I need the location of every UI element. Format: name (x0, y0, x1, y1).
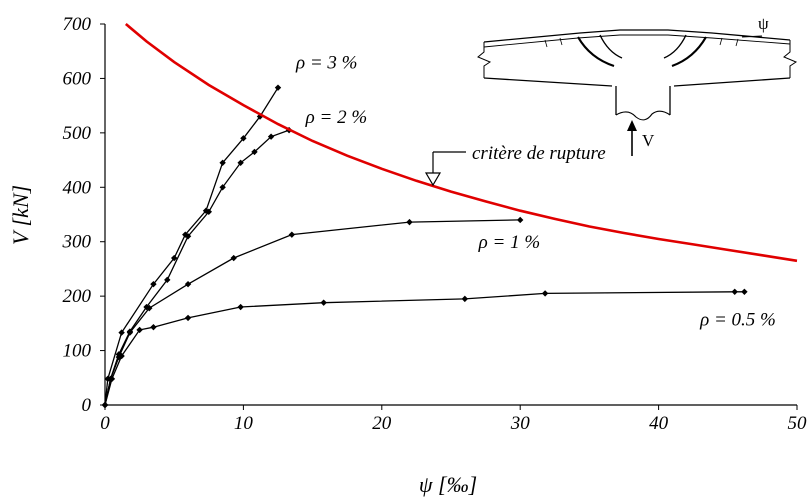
series-line (104, 129, 290, 406)
data-point (101, 401, 109, 409)
series-line (104, 291, 745, 406)
y-tick-label: 500 (63, 123, 92, 144)
inset-psi-label: ψ (758, 14, 769, 33)
data-point (136, 326, 143, 334)
y-tick-label: 100 (63, 341, 92, 362)
data-point (237, 303, 244, 311)
data-point (150, 323, 157, 331)
x-tick-label: 20 (372, 413, 392, 434)
data-point (143, 303, 150, 311)
data-point (251, 148, 258, 156)
data-point (164, 276, 171, 284)
data-point (517, 216, 524, 224)
data-point (126, 328, 134, 335)
data-point (230, 254, 237, 262)
data-point (240, 135, 247, 142)
data-point (150, 280, 157, 288)
data-point (267, 133, 275, 140)
y-tick-label: 400 (63, 177, 92, 198)
series-annotation: ρ = 0.5 % (699, 310, 776, 331)
data-point (182, 231, 189, 238)
data-point (219, 184, 226, 191)
y-tick-label: 300 (62, 232, 92, 253)
x-axis-label: ψ [‰] (419, 472, 477, 497)
inset-v-label: V (642, 131, 655, 150)
x-tick-label: 40 (649, 413, 669, 434)
x-tick-label: 0 (100, 413, 110, 434)
series-line (104, 219, 521, 406)
series-annotation: ρ = 3 % (295, 53, 358, 74)
failure-criterion (124, 23, 798, 263)
criterion-label: critère de rupture (472, 143, 606, 164)
x-tick-label: 50 (788, 413, 808, 434)
y-tick-label: 0 (82, 395, 92, 416)
series-annotation: ρ = 2 % (305, 107, 368, 128)
data-point (461, 295, 469, 303)
data-point (219, 159, 226, 166)
criterion-callout: critère de rupture (424, 143, 606, 187)
data-point (104, 375, 111, 383)
slab-column-inset: ψ V (477, 14, 798, 156)
data-point (731, 288, 738, 295)
y-tick-label: 600 (63, 68, 92, 89)
data-point (237, 159, 244, 166)
series-annotation: ρ = 1 % (478, 232, 541, 253)
data-point (118, 329, 125, 336)
y-tick-label: 200 (63, 286, 92, 307)
data-point (741, 288, 748, 295)
data-point (288, 231, 296, 238)
x-tick-label: 10 (234, 413, 254, 434)
y-tick-label: 700 (63, 14, 92, 35)
series-line (104, 87, 279, 406)
data-point (274, 84, 282, 91)
data-point (320, 299, 327, 306)
data-point (541, 290, 549, 297)
axes (104, 24, 797, 406)
data-point (171, 254, 178, 262)
data-point (184, 314, 192, 322)
data-point (184, 280, 192, 288)
series-curves (101, 84, 748, 409)
data-point (115, 351, 123, 358)
failure-criterion-curve (124, 23, 798, 263)
data-point (202, 207, 210, 214)
y-axis-label: V [kN] (8, 185, 33, 245)
data-point (406, 218, 413, 226)
x-tick-label: 30 (510, 413, 531, 434)
series-annotations: ρ = 3 % ρ = 2 % ρ = 1 % ρ = 0.5 % (295, 53, 776, 331)
